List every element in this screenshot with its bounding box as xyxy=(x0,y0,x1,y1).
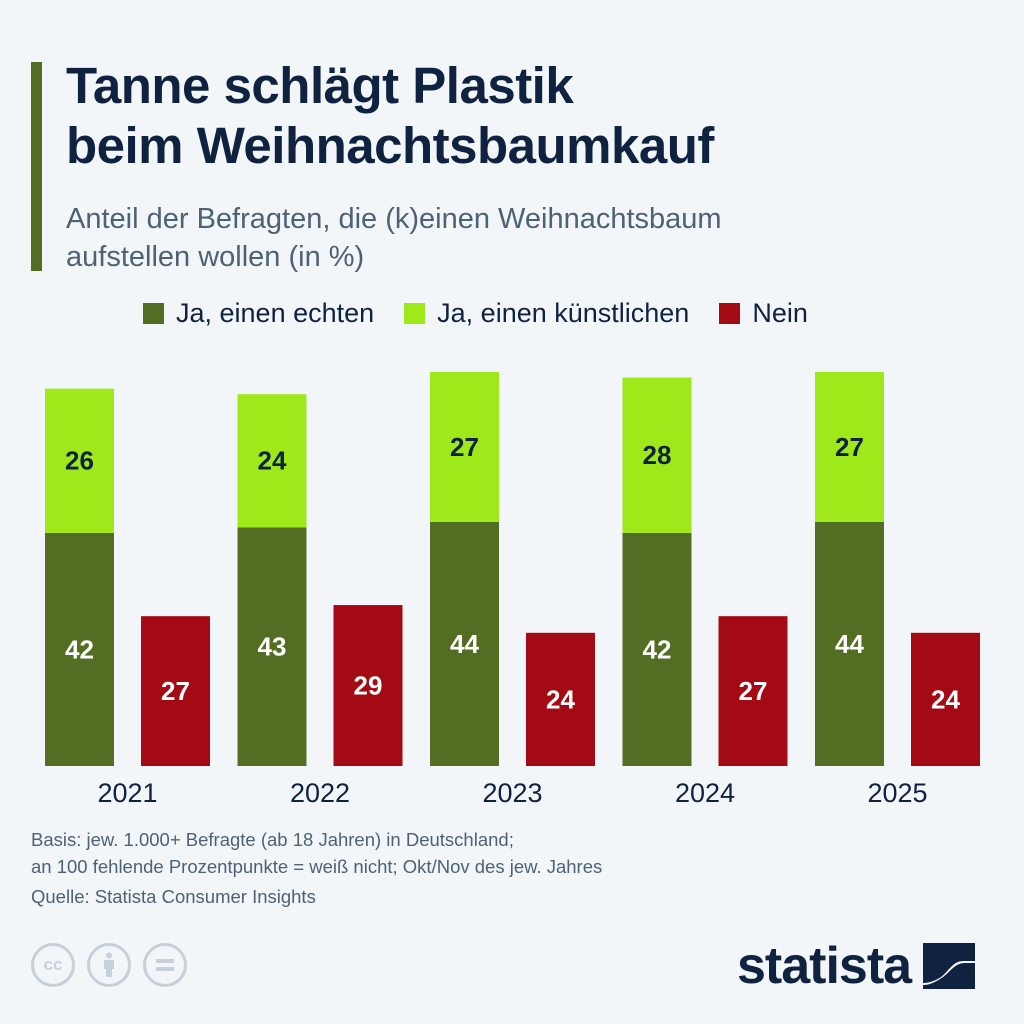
bar-kuenstlich-2025 xyxy=(815,372,884,522)
statista-logo-icon xyxy=(923,943,976,989)
bar-kuenstlich-2023 xyxy=(430,372,499,522)
legend-swatch-nein xyxy=(719,303,741,324)
legend-label-nein: Nein xyxy=(752,298,808,328)
bar-echt-2023 xyxy=(430,521,499,766)
chart-subtitle: Anteil der Befragten, die (k)einen Weihn… xyxy=(66,200,722,276)
statista-wordmark: statista xyxy=(737,937,912,995)
bar-kuenstlich-2024 xyxy=(622,377,692,533)
statista-logo[interactable]: statista xyxy=(737,937,976,995)
subtitle-line-1: Anteil der Befragten, die (k)einen Weihn… xyxy=(66,203,722,235)
x-tick-2025: 2025 xyxy=(867,778,927,808)
no-derivatives-icon[interactable] xyxy=(143,943,187,987)
x-tick-2022: 2022 xyxy=(290,778,350,808)
title-accent-bar xyxy=(31,62,42,271)
legend-item-kuenstlich: Ja, einen künstlichen xyxy=(404,298,689,329)
bar-echt-2025 xyxy=(815,521,884,766)
footnote-line-1: Basis: jew. 1.000+ Befragte (ab 18 Jahre… xyxy=(31,829,514,850)
bar-echt-2024 xyxy=(622,532,692,766)
label-echt-2021: 42 xyxy=(65,634,94,664)
legend-swatch-kuenstlich xyxy=(404,303,426,324)
bar-nein-2025 xyxy=(911,632,980,766)
bar-chart: 42 26 27 2021 43 24 29 2022 44 27 24 2023 42 28 27 2024… xyxy=(45,372,980,808)
label-nein-2021: 27 xyxy=(161,676,190,706)
legend-item-nein: Nein xyxy=(719,298,808,329)
label-nein-2023: 24 xyxy=(546,684,575,714)
subtitle-line-2: aufstellen wollen (in %) xyxy=(66,241,365,273)
label-kuenstlich-2025: 27 xyxy=(835,432,864,462)
label-nein-2024: 27 xyxy=(739,676,768,706)
title-line-2: beim Weihnachtsbaumkauf xyxy=(66,117,714,174)
bar-echt-2021 xyxy=(45,532,114,766)
label-echt-2023: 44 xyxy=(450,629,479,659)
bar-echt-2022 xyxy=(237,527,307,766)
chart-title: Tanne schlägt Plastik beim Weihnachtsbau… xyxy=(66,56,714,176)
label-nein-2025: 24 xyxy=(931,684,960,714)
label-kuenstlich-2024: 28 xyxy=(643,440,672,470)
bar-nein-2023 xyxy=(526,632,595,766)
label-echt-2025: 44 xyxy=(835,629,864,659)
legend-label-kuenstlich: Ja, einen künstlichen xyxy=(437,298,690,328)
label-echt-2024: 42 xyxy=(643,634,672,664)
license-icons: cc xyxy=(31,943,199,987)
title-line-1: Tanne schlägt Plastik xyxy=(66,57,574,114)
legend-label-echt: Ja, einen echten xyxy=(176,298,375,328)
legend: Ja, einen echten Ja, einen künstlichen N… xyxy=(143,298,838,329)
bar-kuenstlich-2022 xyxy=(237,394,307,528)
footnote-line-2: an 100 fehlende Prozentpunkte = weiß nic… xyxy=(31,856,603,877)
legend-item-echt: Ja, einen echten xyxy=(143,298,374,329)
bar-kuenstlich-2021 xyxy=(45,388,114,533)
x-tick-2021: 2021 xyxy=(97,778,157,808)
bar-nein-2022 xyxy=(333,605,403,766)
label-nein-2022: 29 xyxy=(354,670,383,700)
x-tick-2023: 2023 xyxy=(482,778,542,808)
attribution-icon[interactable] xyxy=(87,943,131,987)
label-kuenstlich-2023: 27 xyxy=(450,432,479,462)
bar-nein-2024 xyxy=(718,616,788,766)
bar-nein-2021 xyxy=(141,616,210,766)
legend-swatch-echt xyxy=(143,303,164,324)
cc-icon[interactable]: cc xyxy=(31,943,75,987)
source-note: Quelle: Statista Consumer Insights xyxy=(31,886,316,907)
label-kuenstlich-2022: 24 xyxy=(258,446,287,476)
label-echt-2022: 43 xyxy=(258,632,287,662)
x-tick-2024: 2024 xyxy=(675,778,735,808)
footnote: Basis: jew. 1.000+ Befragte (ab 18 Jahre… xyxy=(31,826,602,880)
label-kuenstlich-2021: 26 xyxy=(65,446,94,476)
